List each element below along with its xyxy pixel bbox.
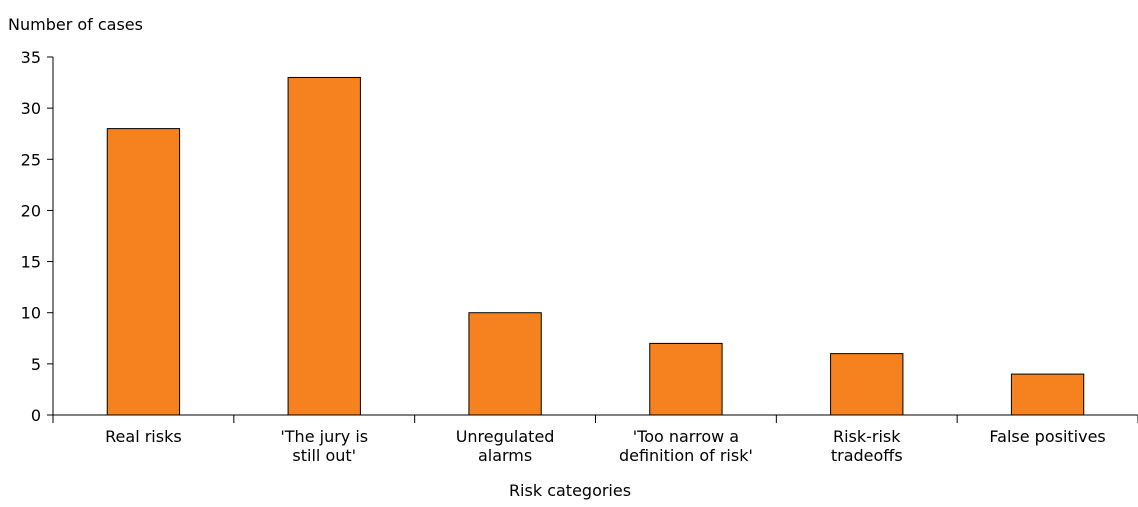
- category-label: False positives: [989, 427, 1105, 446]
- bar: [468, 312, 542, 416]
- category-label: 'Too narrow a definition of risk': [619, 427, 753, 465]
- y-tick-label: 0: [31, 406, 41, 425]
- bar: [106, 128, 181, 416]
- category-labels: Real risks 'The jury is still out' Unregula…: [105, 427, 1106, 465]
- y-axis-title: Number of cases: [8, 15, 143, 34]
- x-axis: [52, 414, 1138, 423]
- bar: [649, 342, 723, 416]
- category-label: Real risks: [105, 427, 182, 446]
- bar: [287, 76, 361, 416]
- y-tick-label: 25: [21, 150, 41, 169]
- y-tick-label: 35: [21, 48, 41, 67]
- category-label: 'The jury is still out': [280, 427, 368, 465]
- bar: [1010, 373, 1085, 416]
- y-axis: 0 5 10 15 20 25 30 35: [21, 48, 54, 425]
- bar: [830, 353, 904, 416]
- x-axis-title: Risk categories: [509, 481, 631, 500]
- category-label: Risk-risk tradeoffs: [831, 427, 903, 465]
- bars: [106, 76, 1085, 416]
- y-tick-label: 15: [21, 253, 41, 272]
- y-tick-label: 5: [31, 355, 41, 374]
- y-tick-label: 10: [21, 304, 41, 323]
- y-tick-label: 20: [21, 201, 41, 220]
- y-tick-label: 30: [21, 99, 41, 118]
- category-label: Unregulated alarms: [456, 427, 555, 465]
